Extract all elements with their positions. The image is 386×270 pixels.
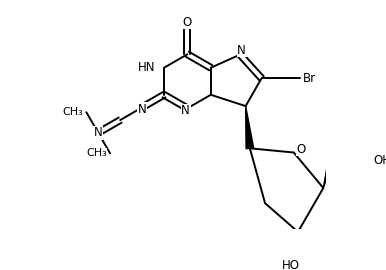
Text: HO: HO: [281, 259, 300, 270]
Polygon shape: [245, 106, 254, 149]
Text: CH₃: CH₃: [86, 148, 107, 158]
Text: Br: Br: [303, 72, 316, 85]
Text: CH₃: CH₃: [62, 107, 83, 117]
Text: O: O: [183, 16, 192, 29]
Text: N: N: [237, 44, 246, 57]
Text: OH: OH: [373, 154, 386, 167]
Text: N: N: [94, 126, 103, 139]
Polygon shape: [290, 232, 298, 259]
Text: N: N: [138, 103, 146, 116]
Text: N: N: [181, 104, 190, 117]
Text: O: O: [296, 143, 306, 156]
Text: HN: HN: [138, 61, 156, 74]
Polygon shape: [323, 149, 337, 188]
